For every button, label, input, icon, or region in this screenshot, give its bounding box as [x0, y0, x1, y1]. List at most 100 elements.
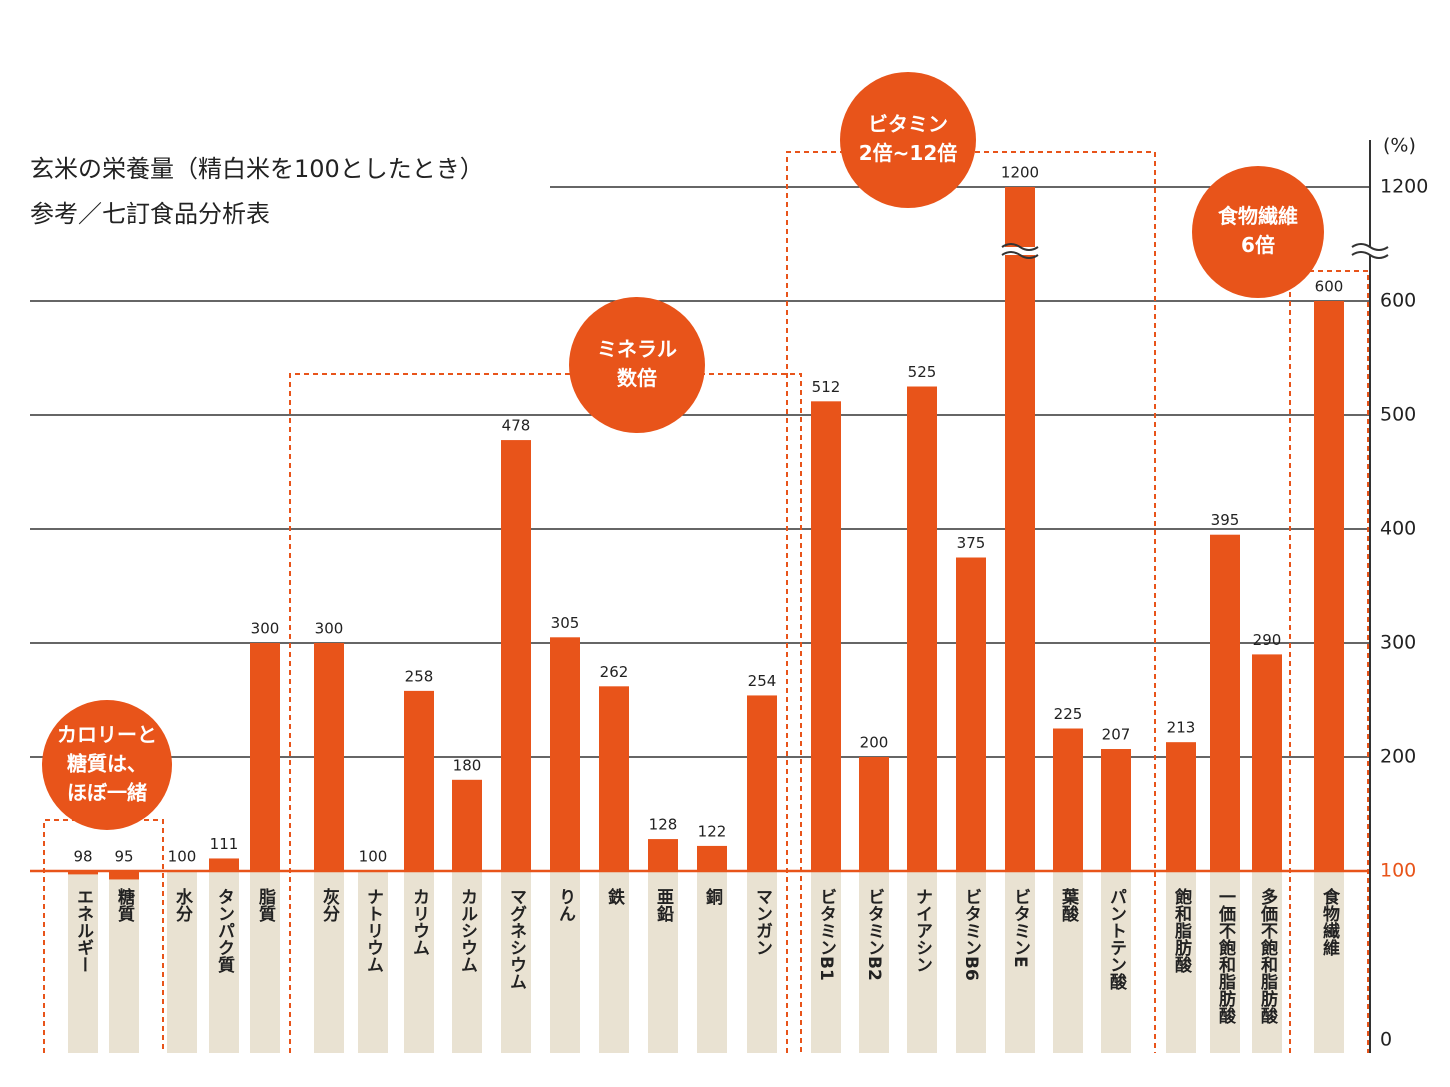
value-label: 225 — [1054, 705, 1083, 723]
x-tick-label: 鉄 — [604, 887, 625, 906]
bar — [452, 779, 482, 871]
bar — [501, 440, 531, 871]
y-tick-label: 100 — [1380, 860, 1416, 882]
annotation-text: カロリーと — [57, 723, 157, 747]
x-tick-label: 飽和脂肪酸 — [1171, 887, 1193, 974]
value-label: 262 — [600, 663, 629, 681]
label-column — [358, 871, 388, 1053]
x-tick-label: 食物繊維 — [1319, 887, 1340, 957]
value-label: 300 — [315, 620, 344, 638]
value-label: 207 — [1102, 726, 1131, 744]
label-column — [747, 871, 777, 1053]
bar — [859, 757, 889, 871]
label-column — [1252, 871, 1282, 1053]
chart-title: 玄米の栄養量（精白米を100としたとき） — [30, 155, 484, 183]
bar — [109, 871, 139, 880]
x-tick-label: 糖質 — [114, 887, 135, 923]
axis-break — [1001, 243, 1039, 251]
label-column — [404, 871, 434, 1053]
value-label: 525 — [908, 363, 937, 381]
x-tick-label: 灰分 — [319, 887, 340, 923]
label-column — [167, 871, 197, 1053]
x-tick-label: 一価不飽和脂肪酸 — [1215, 888, 1237, 1025]
x-tick-label: ビタミンB6 — [961, 888, 981, 981]
label-column — [811, 871, 841, 1053]
x-tick-label: 多価不飽和脂肪酸 — [1257, 887, 1279, 1025]
bar — [250, 643, 280, 871]
x-tick-label: 水分 — [172, 887, 193, 923]
x-tick-label: マグネシウム — [506, 888, 527, 990]
annotation-circle — [42, 700, 172, 830]
bar — [599, 686, 629, 871]
value-label: 180 — [453, 756, 482, 774]
bar — [314, 643, 344, 871]
bar — [1252, 654, 1282, 871]
x-tick-label: ナイアシン — [912, 888, 932, 973]
bar — [1005, 187, 1035, 871]
axis-break — [1351, 251, 1389, 259]
label-column — [956, 871, 986, 1053]
bar — [747, 695, 777, 871]
y-tick-label: 1200 — [1380, 176, 1428, 198]
annotation-text: ミネラル — [597, 337, 677, 361]
group-box — [43, 819, 164, 1053]
value-label: 305 — [551, 614, 580, 632]
value-label: 98 — [73, 848, 92, 866]
y-tick-label: 300 — [1380, 632, 1416, 654]
label-column — [1101, 871, 1131, 1053]
value-label: 111 — [210, 835, 239, 853]
y-unit: (%) — [1383, 135, 1416, 157]
value-label: 1200 — [1001, 164, 1039, 182]
value-label: 122 — [698, 822, 727, 840]
bar — [209, 858, 239, 871]
label-column — [1166, 871, 1196, 1053]
value-label: 395 — [1211, 511, 1240, 529]
x-tick-label: 葉酸 — [1058, 887, 1080, 923]
bar — [1101, 749, 1131, 871]
x-tick-label: 銅 — [702, 887, 723, 906]
y-tick-label: 600 — [1380, 290, 1416, 312]
bar — [956, 557, 986, 871]
x-tick-label: りん — [555, 888, 576, 922]
value-label: 128 — [649, 816, 678, 834]
bar — [1314, 301, 1344, 871]
label-column — [209, 871, 239, 1053]
bar — [1210, 534, 1240, 871]
value-label: 478 — [502, 417, 531, 435]
annotation-circle — [1192, 166, 1324, 298]
label-column — [452, 871, 482, 1053]
bar — [811, 401, 841, 871]
label-column — [68, 871, 98, 1053]
x-tick-label: エネルギー — [73, 888, 94, 973]
annotation-text: 6倍 — [1241, 233, 1275, 257]
value-label: 213 — [1167, 719, 1196, 737]
x-tick-label: パントテン酸 — [1106, 888, 1127, 991]
x-tick-label: マンガン — [752, 888, 772, 956]
group-box — [1289, 270, 1369, 1053]
y-tick-label: 0 — [1380, 1029, 1392, 1051]
axis-break — [1001, 251, 1039, 259]
label-column — [859, 871, 889, 1053]
value-label: 258 — [405, 667, 434, 685]
bar — [68, 871, 98, 875]
axis-break-gap — [1000, 247, 1040, 255]
value-label: 600 — [1315, 278, 1344, 296]
label-column — [314, 871, 344, 1053]
y-tick-label: 400 — [1380, 518, 1416, 540]
axis-break — [1351, 243, 1389, 251]
value-label: 100 — [168, 848, 197, 866]
label-column — [1314, 871, 1344, 1053]
x-tick-label: ビタミンE — [1010, 888, 1030, 968]
value-label: 300 — [251, 620, 280, 638]
annotation-circle — [569, 297, 705, 433]
annotation-text: 糖質は、 — [67, 752, 147, 776]
x-tick-label: ビタミンB2 — [864, 888, 884, 981]
bar — [697, 845, 727, 871]
label-column — [1005, 871, 1035, 1053]
x-tick-label: カリウム — [409, 888, 429, 956]
y-tick-label: 500 — [1380, 404, 1416, 426]
x-tick-label: ナトリウム — [363, 888, 383, 973]
value-label: 375 — [957, 534, 986, 552]
y-tick-label: 200 — [1380, 746, 1416, 768]
value-label: 512 — [812, 378, 841, 396]
